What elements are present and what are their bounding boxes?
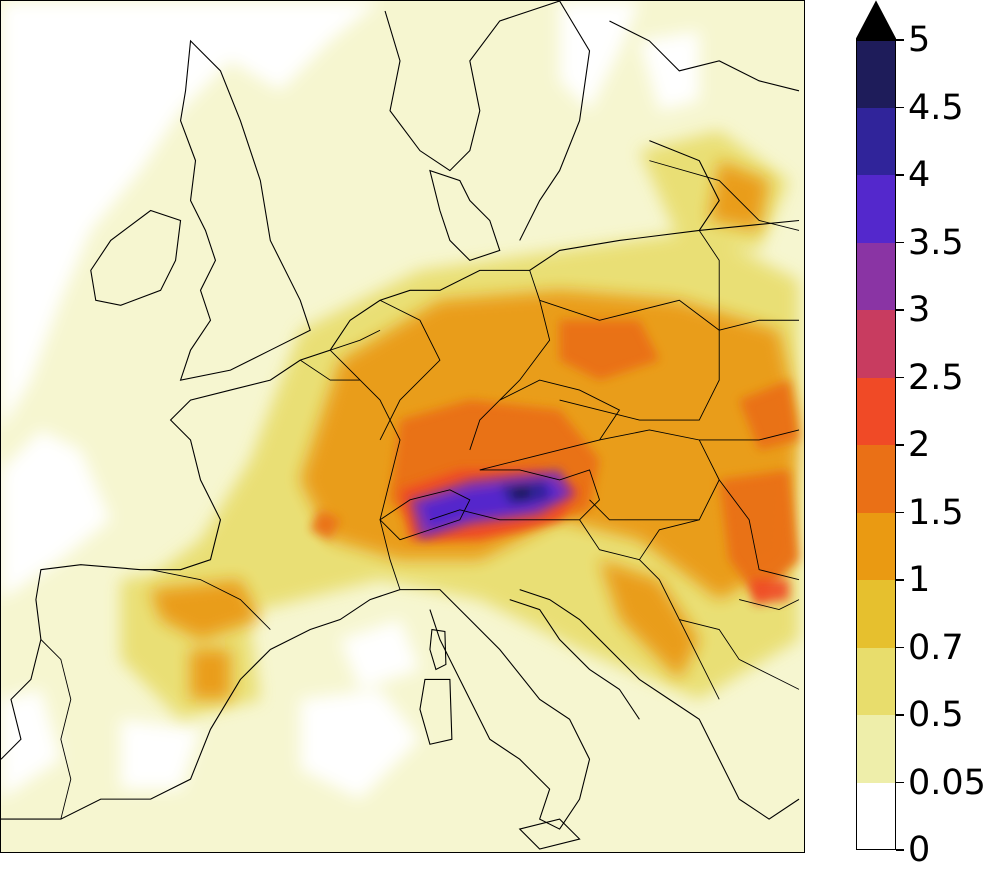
- colorbar-tick: [896, 376, 904, 379]
- colorbar-tick: [896, 39, 904, 41]
- colorbar-tick: [896, 579, 904, 581]
- colorbar-band: [856, 715, 896, 783]
- colorbar-tick: [896, 781, 904, 784]
- coast-corsica: [429, 628, 447, 671]
- colorbar-band: [856, 175, 896, 243]
- colorbar-tick-label: 0.5: [908, 695, 964, 735]
- colorbar-extend-arrow: [856, 0, 896, 40]
- colorbar-tick: [896, 106, 904, 109]
- coast-scandinavia: [384, 1, 560, 172]
- colorbar-arrow-triangle: [856, 0, 896, 40]
- colorbar-band: [856, 580, 896, 648]
- colorbar-tick: [896, 309, 904, 311]
- coast-ireland: [90, 209, 182, 306]
- colorbar-band: [856, 242, 896, 311]
- coast-sardinia: [419, 678, 453, 745]
- colorbar-tick-label: 0.05: [908, 762, 986, 803]
- colorbar-tick-label: 3.5: [908, 222, 964, 263]
- colorbar-tick: [896, 174, 904, 176]
- colorbar: [856, 40, 896, 851]
- colorbar-tick-label: 1: [908, 560, 931, 600]
- map-panel: [0, 0, 805, 853]
- colorbar-tick: [896, 646, 904, 649]
- coast-sicily: [518, 818, 581, 850]
- colorbar-tick-label: 0.7: [908, 627, 964, 668]
- coast-iberia: [1, 589, 401, 820]
- country-borders: [40, 160, 800, 820]
- europe-precipitation-map: [1, 1, 804, 852]
- coast-great-britain: [179, 39, 311, 381]
- coast-continent: [1, 219, 800, 760]
- colorbar-tick: [896, 444, 904, 446]
- shading-none: [1, 1, 700, 800]
- colorbar-tick-label: 2: [908, 425, 931, 465]
- colorbar-tick-label: 1.5: [908, 492, 964, 533]
- colorbar-tick-label: 4: [908, 155, 931, 195]
- colorbar-tick-label: 4.5: [908, 87, 964, 128]
- colorbar-tick: [896, 849, 904, 851]
- colorbar-band: [856, 40, 896, 108]
- colorbar-band: [856, 377, 896, 446]
- colorbar-tick: [896, 511, 904, 514]
- coastlines: [1, 1, 800, 850]
- colorbar-tick: [896, 241, 904, 244]
- colorbar-band: [856, 107, 896, 176]
- colorbar-tick-label: 5: [908, 20, 931, 60]
- colorbar-band: [856, 647, 896, 716]
- coast-balkans: [519, 589, 800, 820]
- colorbar-tick: [896, 714, 904, 716]
- coast-denmark: [429, 169, 501, 262]
- coast-italy: [400, 589, 591, 830]
- colorbar-tick-label: 2.5: [908, 357, 964, 398]
- colorbar-band: [856, 512, 896, 581]
- colorbar-band: [856, 782, 896, 851]
- colorbar-band: [856, 445, 896, 513]
- colorbar-tick-label: 3: [908, 290, 931, 330]
- colorbar-tick-label: 0: [908, 830, 931, 870]
- colorbar-band: [856, 310, 896, 378]
